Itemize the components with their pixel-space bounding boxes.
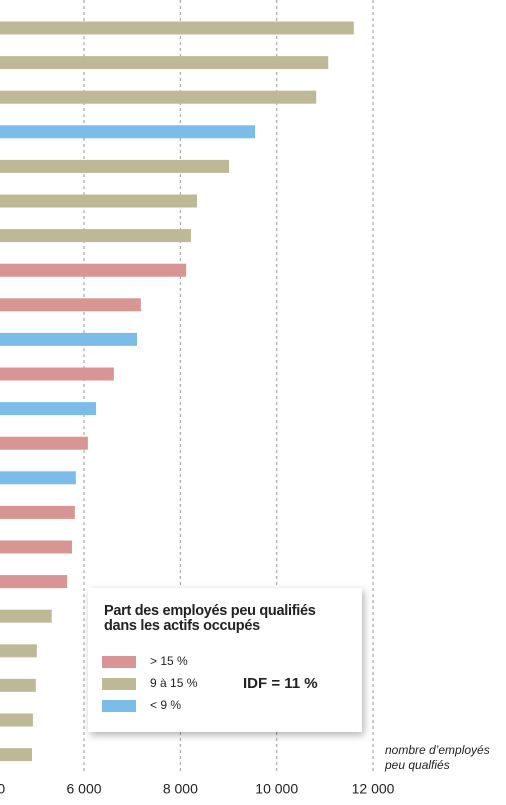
bar bbox=[0, 678, 36, 692]
x-axis-label: nombre d’employés bbox=[385, 743, 490, 757]
legend-swatch bbox=[102, 700, 136, 712]
legend-note: IDF = 11 % bbox=[243, 675, 318, 692]
bar bbox=[0, 125, 256, 139]
x-axis-label: peu qualfiés bbox=[384, 758, 450, 772]
x-tick-label: 8 000 bbox=[163, 781, 198, 797]
x-tick-label: 6 000 bbox=[66, 781, 101, 797]
bar bbox=[0, 609, 52, 623]
legend-label: < 9 % bbox=[150, 698, 181, 712]
x-tick-label: 12 000 bbox=[352, 781, 395, 797]
bar bbox=[0, 332, 138, 346]
bar bbox=[0, 575, 68, 589]
bar bbox=[0, 471, 76, 485]
legend-title: dans les actifs occupés bbox=[104, 618, 260, 634]
bar bbox=[0, 436, 88, 450]
bar bbox=[0, 367, 114, 381]
x-tick-label: 10 000 bbox=[255, 781, 298, 797]
legend-label: > 15 % bbox=[150, 654, 188, 668]
bar bbox=[0, 90, 317, 104]
bar bbox=[0, 644, 37, 658]
legend-swatch bbox=[102, 656, 136, 668]
bar bbox=[0, 402, 97, 416]
bar bbox=[0, 159, 230, 173]
bar bbox=[0, 713, 33, 727]
bar bbox=[0, 298, 141, 312]
bar bbox=[0, 748, 32, 762]
x-tick-label: 4 000 bbox=[0, 781, 5, 797]
bar bbox=[0, 540, 72, 554]
bar bbox=[0, 56, 329, 70]
bar bbox=[0, 21, 354, 35]
legend-swatch bbox=[102, 678, 136, 690]
legend-label: 9 à 15 % bbox=[150, 676, 198, 690]
legend-title: Part des employés peu qualifiés bbox=[104, 603, 316, 619]
bar bbox=[0, 194, 197, 208]
bar bbox=[0, 505, 75, 519]
bar bbox=[0, 263, 187, 277]
bar bbox=[0, 229, 191, 243]
